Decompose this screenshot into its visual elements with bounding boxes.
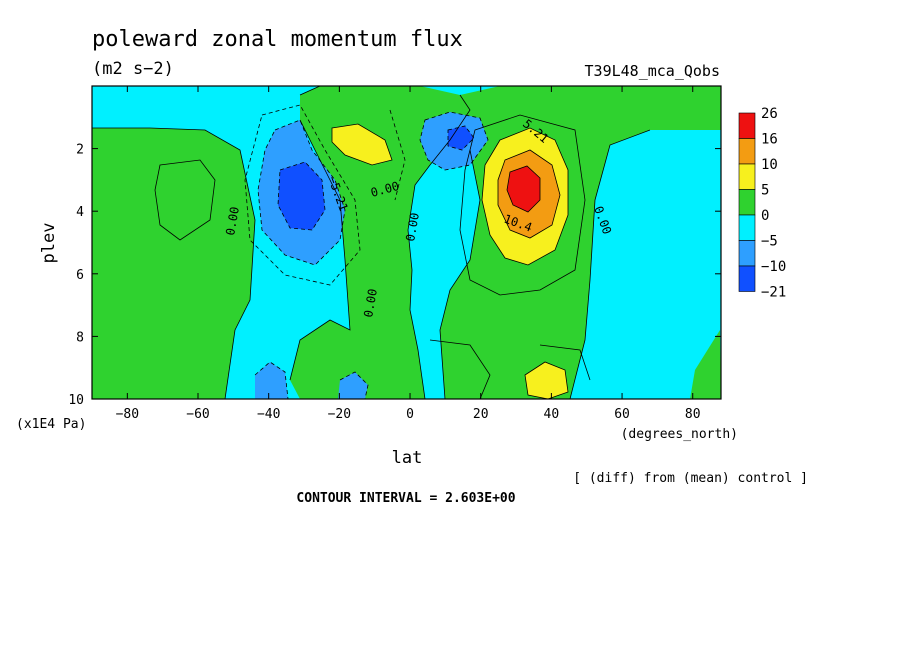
run-label: T39L48_mca_Qobs xyxy=(585,62,720,80)
y-tick-label: 2 xyxy=(76,143,84,158)
field-green-nh-lower xyxy=(690,330,721,399)
field-green-tropics xyxy=(290,86,470,399)
chart-units: (m2 s−2) xyxy=(92,59,174,79)
colorbar-label: 5 xyxy=(761,183,769,199)
colorbar-swatch xyxy=(738,138,756,165)
y-tick-label: 8 xyxy=(76,330,84,345)
colorbar-label: 26 xyxy=(761,106,778,122)
x-tick-label: 60 xyxy=(614,407,630,422)
contour-label: 0.00 xyxy=(403,212,422,243)
x-tick-label: 0 xyxy=(406,407,414,422)
field-blue-sh-lower-1 xyxy=(255,362,288,399)
colorbar-label: −10 xyxy=(761,259,786,275)
field-green-sh-west xyxy=(92,128,255,399)
contour-label: 0.00 xyxy=(361,288,380,319)
x-axis-units: (degrees_north) xyxy=(621,427,738,442)
y-tick-label: 6 xyxy=(76,268,84,283)
y-tick-label: 10 xyxy=(68,393,84,408)
x-axis-label: lat xyxy=(392,448,423,468)
colorbar-label: 10 xyxy=(761,157,778,173)
y-axis: 2 4 6 8 10 xyxy=(68,143,721,408)
colorbar-swatch xyxy=(738,189,756,216)
y-axis-label: plev xyxy=(39,223,59,264)
colorbar-label: 16 xyxy=(761,132,778,148)
colorbar-label: −5 xyxy=(761,234,778,250)
colorbar-swatch xyxy=(738,163,756,190)
colorbar: 26 16 10 5 0 −5 −10 −21 xyxy=(738,106,786,301)
diff-note: [ (diff) from (mean) control ] xyxy=(573,471,808,486)
colorbar-swatch xyxy=(738,112,756,139)
field-darkblue-sh xyxy=(278,162,325,230)
chart-title: poleward zonal momentum flux xyxy=(92,27,463,52)
colorbar-label: 0 xyxy=(761,208,769,224)
plot-frame xyxy=(91,85,722,400)
y-axis-units: (x1E4 Pa) xyxy=(16,417,86,432)
x-tick-label: 20 xyxy=(473,407,489,422)
field-red-nh xyxy=(507,166,540,212)
x-tick-label: 80 xyxy=(685,407,701,422)
colorbar-label: −21 xyxy=(761,285,786,301)
x-tick-label: −80 xyxy=(116,407,139,422)
x-axis: −80 −60 −40 −20 0 20 40 60 80 xyxy=(116,86,701,422)
colorbar-swatch xyxy=(738,214,756,241)
colorbar-swatch xyxy=(738,240,756,267)
contour-label: 0.00 xyxy=(223,206,242,237)
y-tick-label: 4 xyxy=(76,205,84,220)
plot-area: 0.00 0.00 0.00 0.00 0.00 −5.21 5.21 10.4 xyxy=(92,86,721,399)
x-tick-label: −20 xyxy=(328,407,351,422)
field-blue-sh-lower-2 xyxy=(338,372,368,399)
x-tick-label: −40 xyxy=(257,407,280,422)
contour-interval: CONTOUR INTERVAL = 2.603E+00 xyxy=(296,491,515,506)
field-darkblue-nh xyxy=(448,126,474,150)
colorbar-swatch xyxy=(738,265,756,292)
contour-lines xyxy=(92,86,651,399)
field-yellow-nh-lower xyxy=(525,362,568,399)
field-yellow-sh xyxy=(332,124,392,165)
contour-lines-negative xyxy=(244,104,489,399)
x-tick-label: −60 xyxy=(186,407,209,422)
x-tick-label: 40 xyxy=(544,407,560,422)
